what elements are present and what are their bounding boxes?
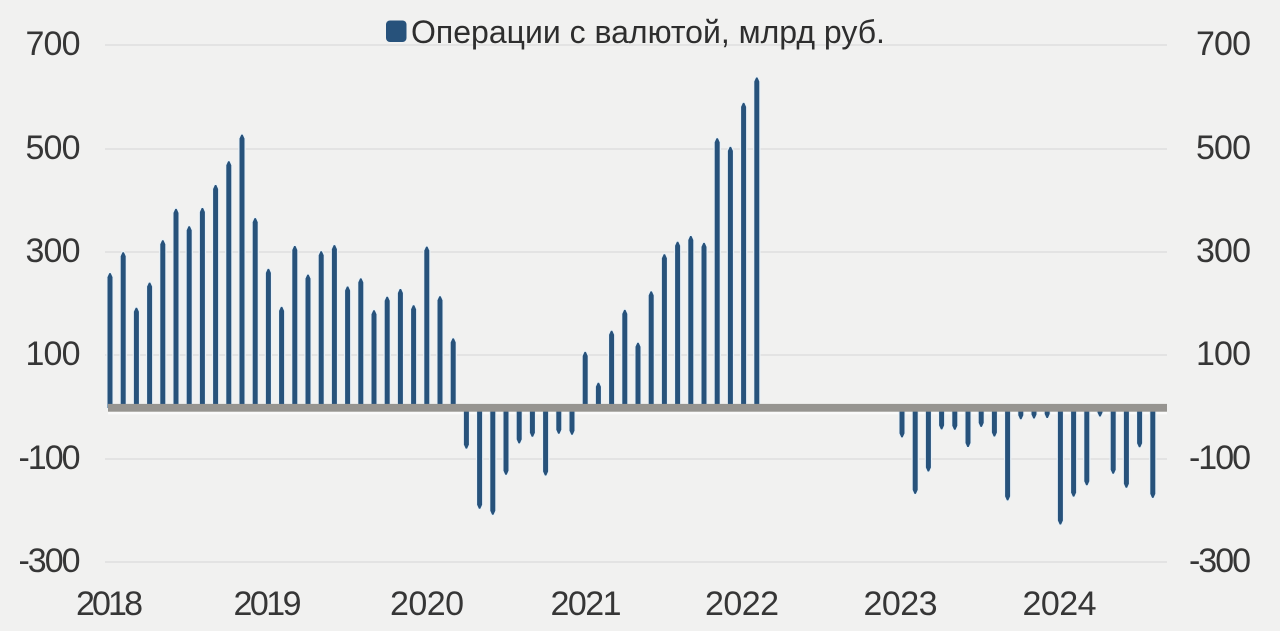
svg-text:2022: 2022 (705, 585, 779, 623)
svg-text:-300: -300 (19, 542, 81, 580)
svg-text:700: 700 (26, 25, 81, 63)
svg-text:Операции с валютой, млрд руб.: Операции с валютой, млрд руб. (411, 14, 885, 50)
svg-text:100: 100 (26, 335, 81, 373)
svg-text:100: 100 (1196, 335, 1251, 373)
svg-text:2018: 2018 (76, 585, 143, 623)
svg-text:2019: 2019 (234, 585, 302, 623)
svg-text:2020: 2020 (390, 585, 464, 623)
svg-text:2021: 2021 (551, 585, 622, 623)
svg-text:300: 300 (26, 232, 81, 270)
svg-text:-300: -300 (1189, 542, 1251, 580)
svg-text:500: 500 (26, 129, 81, 167)
svg-text:500: 500 (1196, 129, 1251, 167)
svg-text:-100: -100 (1189, 439, 1251, 477)
svg-text:700: 700 (1196, 25, 1251, 63)
svg-text:2023: 2023 (864, 585, 938, 623)
svg-text:300: 300 (1196, 232, 1251, 270)
svg-text:-100: -100 (19, 439, 81, 477)
svg-text:2024: 2024 (1023, 585, 1097, 623)
